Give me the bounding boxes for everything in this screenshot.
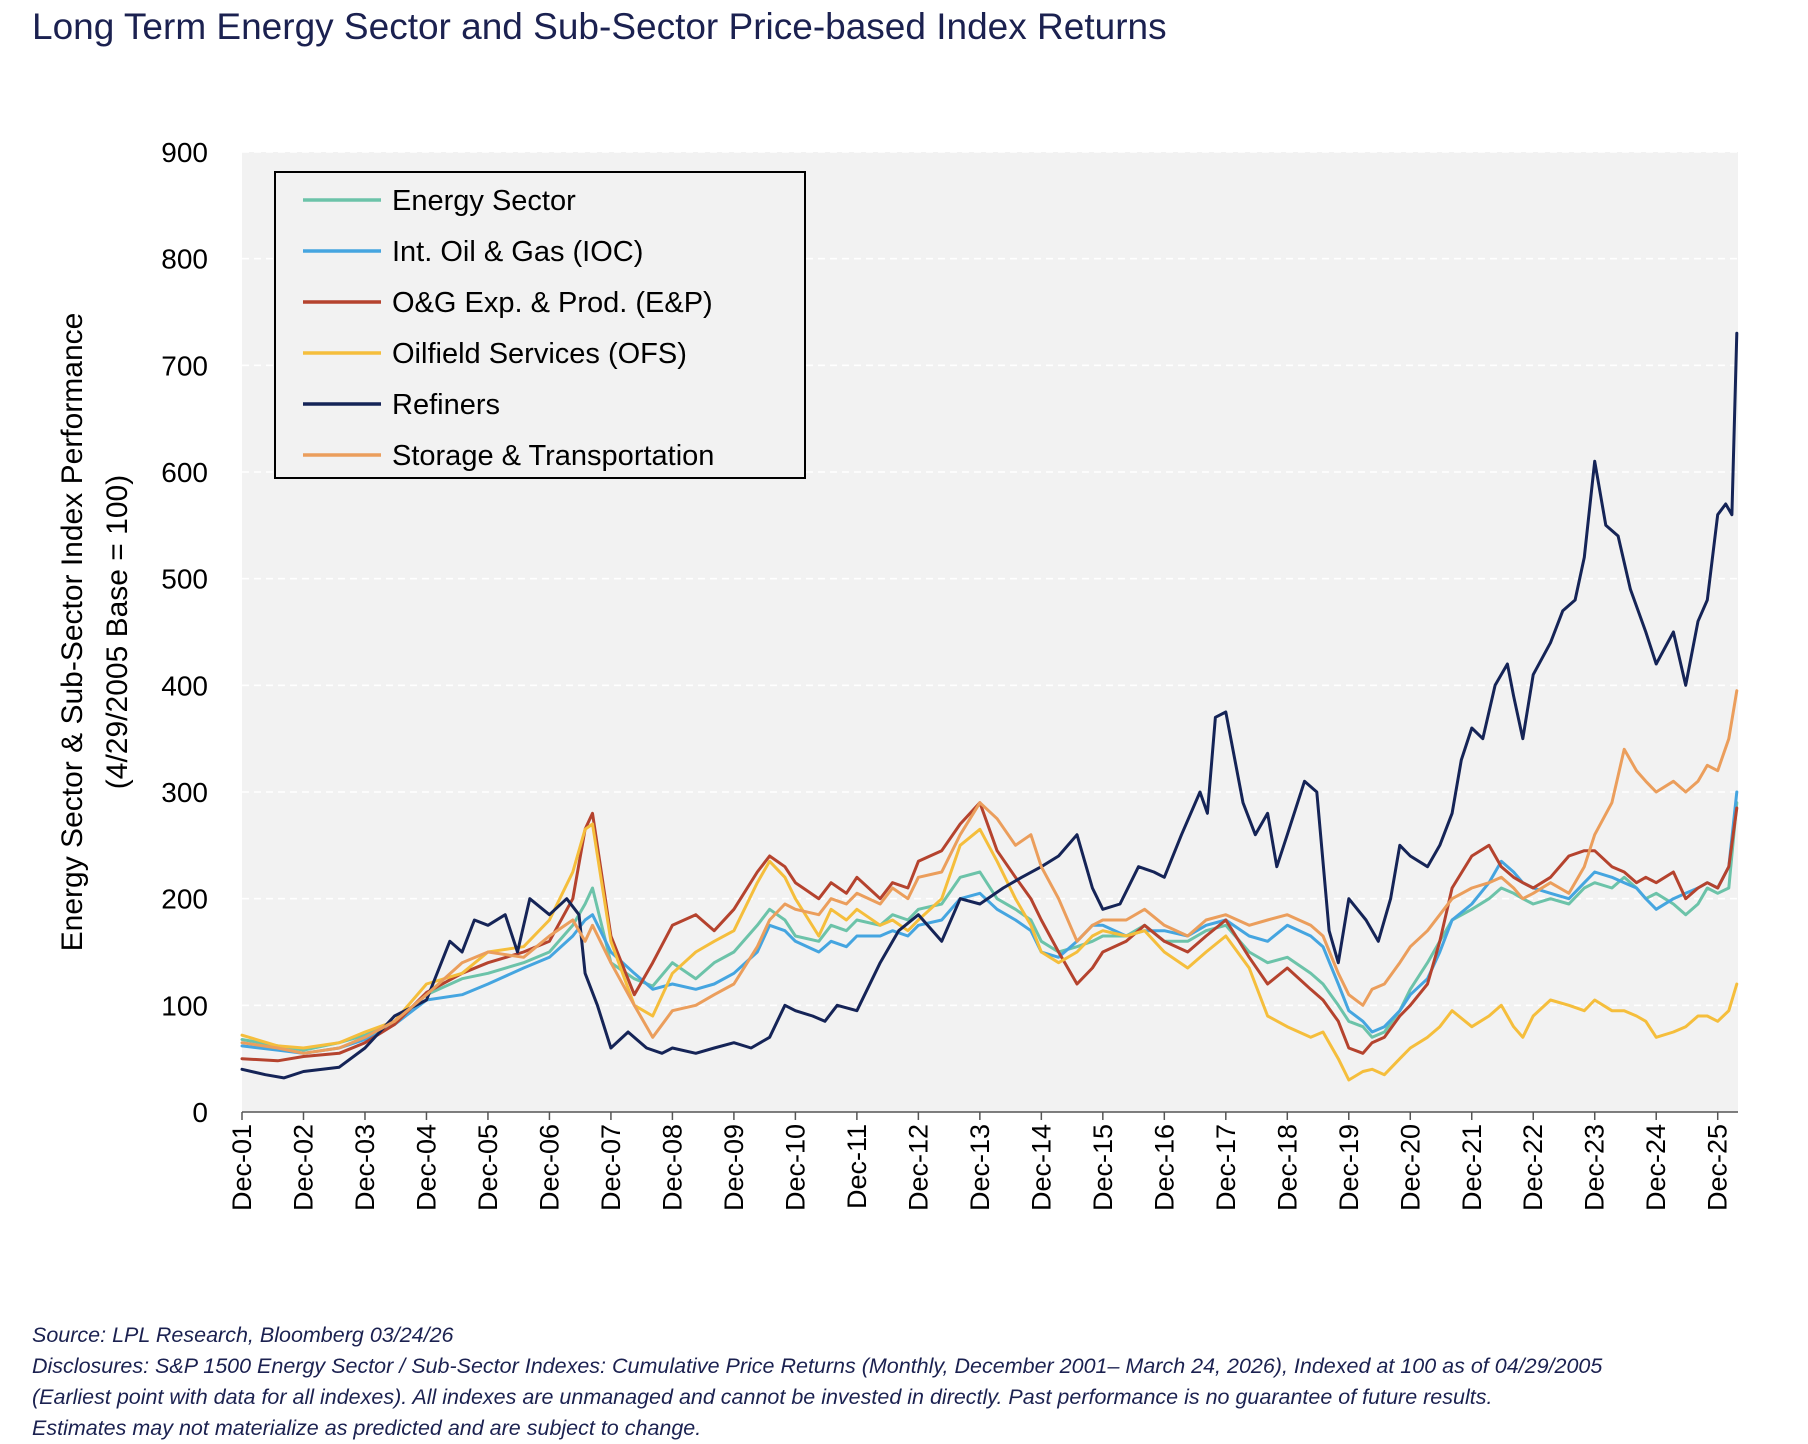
x-tick-label: Dec-19 [1334, 1124, 1364, 1211]
x-tick-label: Dec-05 [473, 1124, 503, 1211]
x-tick-label: Dec-02 [288, 1124, 318, 1211]
legend-label: Storage & Transportation [392, 440, 714, 472]
x-tick-label: Dec-04 [411, 1124, 441, 1211]
legend-label: Int. Oil & Gas (IOC) [392, 236, 643, 268]
x-tick-label: Dec-14 [1026, 1124, 1056, 1211]
series-line-4 [240, 331, 1739, 1080]
disclosure-line-1: Disclosures: S&P 1500 Energy Sector / Su… [32, 1354, 1603, 1378]
x-tick-label: Dec-06 [534, 1124, 564, 1211]
legend-label: Oilfield Services (OFS) [392, 338, 687, 370]
x-tick-label: Dec-16 [1149, 1124, 1179, 1211]
legend-label: Refiners [392, 389, 500, 421]
disclosure-line-2: (Earliest point with data for all indexe… [32, 1385, 1493, 1409]
y-tick-label: 100 [161, 990, 208, 1021]
x-tick-label: Dec-21 [1457, 1124, 1487, 1211]
legend-label: O&G Exp. & Prod. (E&P) [392, 287, 713, 319]
x-tick-label: Dec-22 [1518, 1124, 1548, 1211]
chart-title: Long Term Energy Sector and Sub-Sector P… [32, 6, 1167, 47]
legend-label: Energy Sector [392, 185, 576, 217]
y-tick-label: 300 [161, 777, 208, 808]
y-tick-label: 800 [161, 244, 208, 275]
x-tick-label: Dec-25 [1703, 1124, 1733, 1211]
chart-svg: 0 100 200 300 400 500 600 700 800 900 Dec-01 Dec-02… [56, 137, 1739, 1211]
x-tick-label: Dec-09 [719, 1124, 749, 1211]
y-tick-label: 600 [161, 457, 208, 488]
x-tick-label: Dec-24 [1641, 1124, 1671, 1211]
x-tick-label: Dec-23 [1580, 1124, 1610, 1211]
x-tick-label: Dec-18 [1272, 1124, 1302, 1211]
x-tick-label: Dec-11 [842, 1124, 872, 1209]
y-axis-title-line1: Energy Sector & Sub-Sector Index Perform… [56, 313, 89, 952]
x-tick-label: Dec-13 [965, 1124, 995, 1211]
x-tick-label: Dec-15 [1088, 1124, 1118, 1211]
y-tick-label: 400 [161, 670, 208, 701]
series-line-0 [240, 801, 1739, 1052]
series-line-2 [240, 801, 1739, 1063]
series-line-3 [240, 822, 1739, 1082]
y-tick-label: 900 [161, 137, 208, 168]
y-tick-label: 200 [161, 884, 208, 915]
disclosure-line-3: Estimates may not materialize as predict… [32, 1416, 702, 1440]
x-tick-label: Dec-17 [1211, 1124, 1241, 1211]
footnotes: Source: LPL Research, Bloomberg 03/24/26… [32, 1320, 1792, 1444]
source-note: Source: LPL Research, Bloomberg 03/24/26 [32, 1323, 454, 1347]
y-tick-label: 700 [161, 350, 208, 381]
x-tick-label: Dec-20 [1395, 1124, 1425, 1211]
x-tick-label: Dec-01 [227, 1124, 257, 1211]
x-tick-label: Dec-12 [903, 1124, 933, 1211]
x-tick-label: Dec-08 [657, 1124, 687, 1211]
x-tick-label: Dec-10 [780, 1124, 810, 1211]
legend-box [274, 171, 806, 479]
y-tick-label: 0 [192, 1097, 208, 1128]
series-line-5 [240, 689, 1739, 1055]
y-axis-title-line2: (4/29/2005 Base = 100) [101, 475, 134, 789]
x-tick-label: Dec-03 [350, 1124, 380, 1211]
x-tick-label: Dec-07 [596, 1124, 626, 1211]
y-tick-label: 500 [161, 564, 208, 595]
